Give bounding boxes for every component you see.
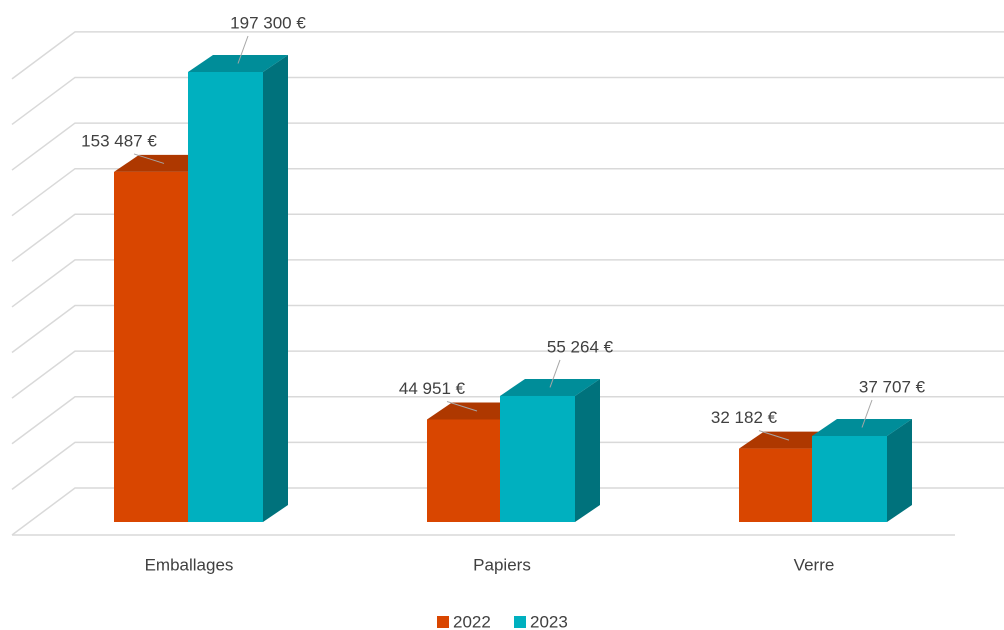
grid-line <box>11 167 1004 217</box>
x-tick-label: Emballages <box>145 555 234 574</box>
x-tick-label: Papiers <box>473 555 531 574</box>
data-label: 197 300 € <box>230 13 306 32</box>
data-label: 32 182 € <box>711 408 778 427</box>
grid-line <box>11 350 1004 399</box>
legend-label: 2023 <box>530 612 568 630</box>
leader-line <box>549 359 561 388</box>
bar-side <box>263 55 288 522</box>
grid-line <box>11 76 1004 126</box>
bar <box>427 419 502 522</box>
grid-line <box>11 31 1004 80</box>
bar-side <box>887 418 912 522</box>
data-label: 153 487 € <box>81 131 157 150</box>
data-label: 37 707 € <box>859 377 926 396</box>
bar <box>114 171 189 522</box>
legend-swatch <box>514 616 526 628</box>
leader-line <box>758 430 790 441</box>
grid-line <box>11 441 1004 490</box>
legend-label: 2022 <box>453 612 491 630</box>
leader-line <box>861 399 873 428</box>
bar <box>739 448 814 522</box>
grid-line <box>11 396 1004 445</box>
x-tick-label: Verre <box>794 555 835 574</box>
data-label: 44 951 € <box>399 379 466 398</box>
grid-line <box>11 122 1004 171</box>
grid-line <box>11 304 1004 354</box>
grid-line <box>11 487 1004 536</box>
leader-line <box>237 35 249 64</box>
data-label: 55 264 € <box>547 337 614 356</box>
grid-line <box>11 213 1004 262</box>
leader-line <box>133 153 165 164</box>
bar <box>188 72 263 522</box>
grid-line <box>11 259 1004 308</box>
bar-side <box>575 378 600 522</box>
leader-line <box>446 400 478 412</box>
legend-swatch <box>437 616 449 628</box>
bar <box>812 435 887 522</box>
bar <box>500 395 575 522</box>
